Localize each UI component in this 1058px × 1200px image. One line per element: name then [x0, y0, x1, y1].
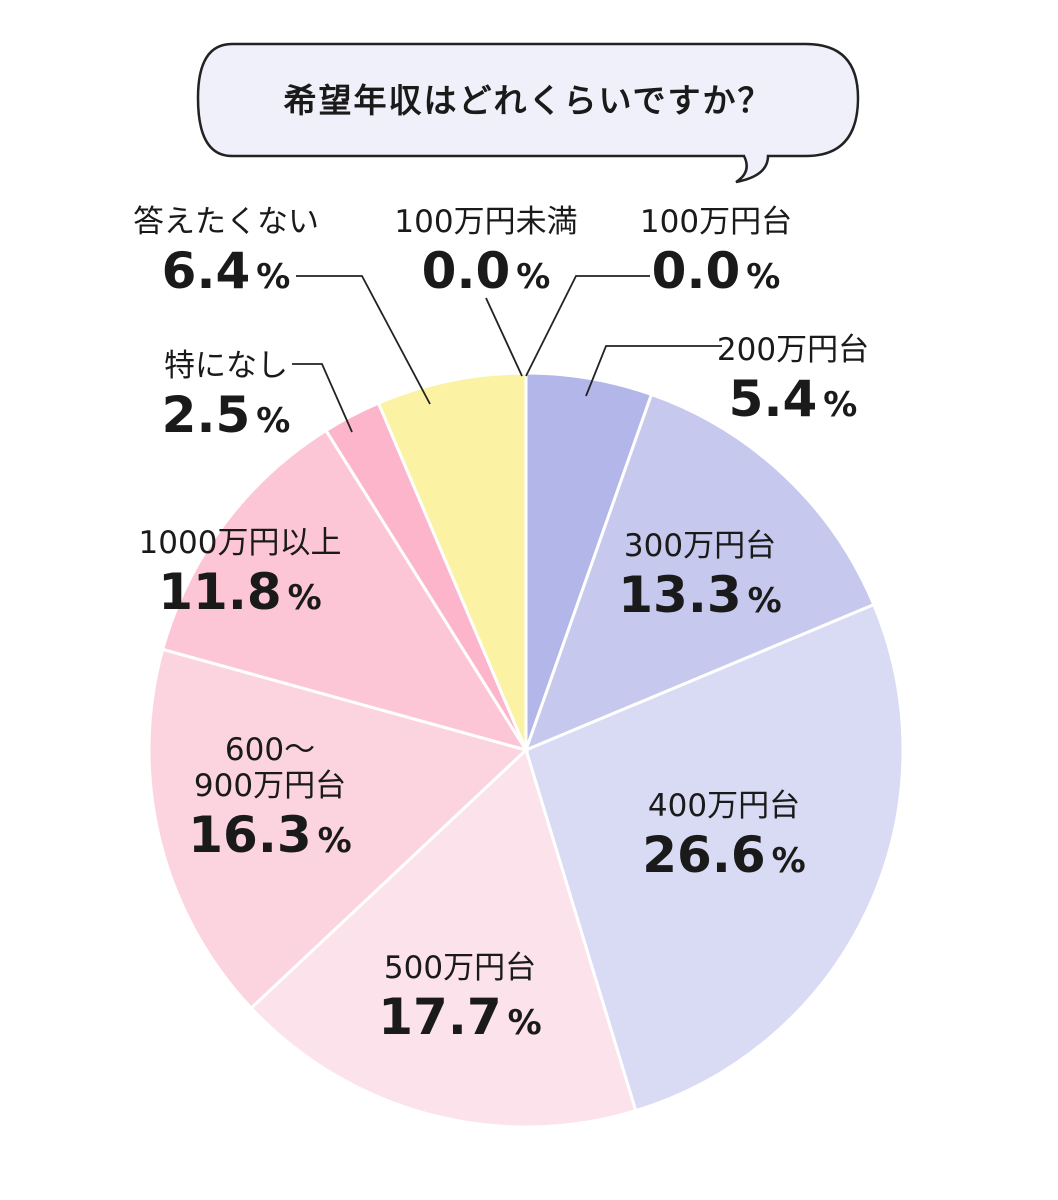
pie-slice — [524, 602, 905, 1113]
slice-value-label: 11.8% — [158, 563, 321, 621]
pie-slice — [147, 647, 529, 1011]
leader-line — [296, 275, 431, 405]
slice-value-label: 0.0% — [652, 242, 781, 300]
leader-line — [525, 275, 650, 377]
slice-category-label: 1000万円以上 — [139, 525, 342, 561]
slice-category-label: 400万円台 — [648, 788, 800, 824]
slice-category-label: 特になし — [164, 348, 288, 384]
slice-category-label: 100万円未満 — [394, 204, 577, 240]
leader-line — [485, 297, 523, 377]
pie-slices — [147, 371, 905, 1129]
slice-value-label: 2.5% — [162, 386, 291, 444]
slice-value-label: 16.3% — [188, 806, 351, 864]
leader-lines — [292, 275, 722, 433]
slice-value-label: 6.4% — [162, 242, 291, 300]
slice-category-label: 200万円台 — [717, 332, 869, 368]
slice-category-label: 答えたくない — [133, 204, 319, 240]
title-bubble: 希望年収はどれくらいですか？ — [196, 42, 860, 184]
leader-line — [292, 363, 353, 433]
leader-line — [585, 345, 722, 397]
chart-title: 希望年収はどれくらいですか？ — [283, 81, 772, 120]
slice-value-label: 5.4% — [729, 370, 858, 428]
slice-category-label: 300万円台 — [624, 528, 776, 564]
slice-value-label: 13.3% — [618, 566, 781, 624]
title-bubble-shape — [196, 42, 860, 184]
slice-value-label: 0.0% — [422, 242, 551, 300]
pie-slice — [160, 428, 530, 753]
pie-slice — [249, 747, 638, 1129]
slice-value-label: 26.6% — [642, 826, 805, 884]
slice-category-label: 600～ 900万円台 — [194, 732, 346, 804]
slice-category-label: 100万円台 — [640, 204, 792, 240]
pie-slice — [523, 392, 876, 753]
slice-value-label: 17.7% — [378, 988, 541, 1046]
slice-category-label: 500万円台 — [384, 950, 536, 986]
